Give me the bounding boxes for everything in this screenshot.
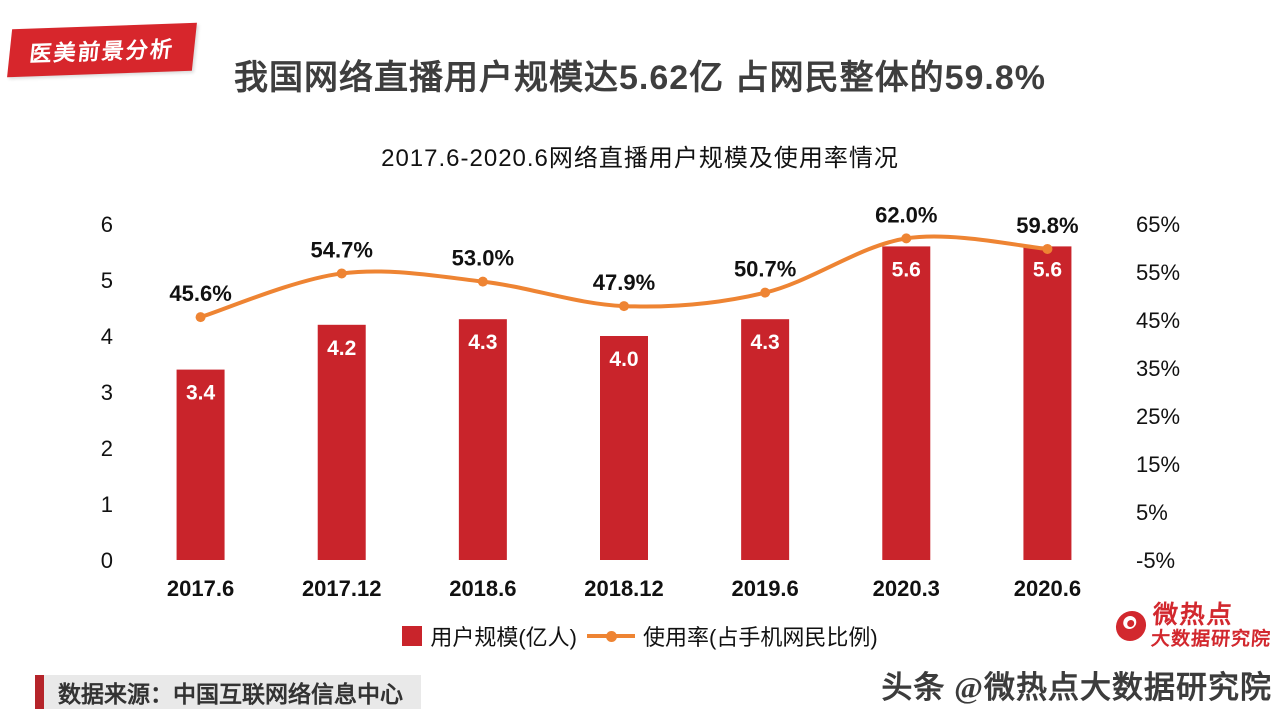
svg-text:5%: 5% bbox=[1136, 500, 1168, 525]
svg-text:-5%: -5% bbox=[1136, 548, 1175, 573]
svg-text:35%: 35% bbox=[1136, 356, 1180, 381]
chart-legend: 用户规模(亿人) 使用率(占手机网民比例) bbox=[0, 620, 1280, 652]
svg-text:55%: 55% bbox=[1136, 260, 1180, 285]
svg-text:5.6: 5.6 bbox=[892, 258, 921, 281]
data-source-strip: 数据来源：中国互联网络信息中心 bbox=[35, 675, 421, 709]
svg-text:65%: 65% bbox=[1136, 212, 1180, 237]
combo-chart: 0 1 2 3 4 5 6 -5% 5% 15% 25% 35% 45% 55% 65% 2017.6 2017… bbox=[101, 202, 1180, 601]
line-swatch-icon bbox=[587, 630, 635, 642]
watermark-logo-line2: 大数据研究院 bbox=[1150, 628, 1272, 650]
svg-text:5: 5 bbox=[101, 268, 113, 293]
page-title: 我国网络直播用户规模达5.62亿 占网民整体的59.8% bbox=[233, 59, 1047, 97]
svg-text:53.0%: 53.0% bbox=[452, 246, 514, 271]
svg-text:4.2: 4.2 bbox=[327, 337, 356, 360]
svg-text:62.0%: 62.0% bbox=[875, 202, 937, 227]
legend-bar-label: 用户规模(亿人) bbox=[430, 625, 577, 650]
svg-text:2018.6: 2018.6 bbox=[449, 576, 516, 601]
watermark-byline: 头条 @微热点大数据研究院 bbox=[881, 670, 1272, 705]
svg-text:2017.12: 2017.12 bbox=[302, 576, 382, 601]
legend-item-line: 使用率(占手机网民比例) bbox=[587, 620, 878, 652]
svg-text:4.3: 4.3 bbox=[751, 331, 780, 354]
svg-text:2: 2 bbox=[101, 436, 113, 461]
svg-text:45.6%: 45.6% bbox=[169, 281, 231, 306]
svg-text:59.8%: 59.8% bbox=[1016, 213, 1078, 238]
legend-line-label: 使用率(占手机网民比例) bbox=[643, 625, 878, 650]
svg-text:2020.3: 2020.3 bbox=[873, 576, 940, 601]
bar-swatch-icon bbox=[402, 626, 423, 646]
svg-text:4: 4 bbox=[101, 324, 113, 349]
svg-text:2019.6: 2019.6 bbox=[731, 576, 798, 601]
watermark-logo: 微热点 大数据研究院 bbox=[1114, 601, 1273, 650]
chart-title: 2017.6-2020.6网络直播用户规模及使用率情况 bbox=[381, 145, 899, 172]
svg-text:1: 1 bbox=[101, 492, 113, 517]
svg-text:45%: 45% bbox=[1136, 308, 1180, 333]
watermark-logo-line1: 微热点 bbox=[1151, 601, 1235, 629]
svg-text:3: 3 bbox=[101, 380, 113, 405]
weiredian-logo-icon bbox=[1114, 611, 1148, 642]
svg-text:4.0: 4.0 bbox=[609, 348, 638, 371]
svg-text:0: 0 bbox=[101, 548, 113, 573]
legend-item-bar: 用户规模(亿人) bbox=[402, 620, 577, 652]
svg-text:54.7%: 54.7% bbox=[311, 237, 373, 262]
data-source-text: 数据来源：中国互联网络信息中心 bbox=[58, 681, 403, 707]
svg-text:15%: 15% bbox=[1136, 452, 1180, 477]
svg-text:3.4: 3.4 bbox=[186, 382, 216, 405]
svg-text:50.7%: 50.7% bbox=[734, 257, 796, 282]
svg-text:2017.6: 2017.6 bbox=[167, 576, 234, 601]
line-dot-icon bbox=[605, 630, 617, 642]
svg-text:4.3: 4.3 bbox=[468, 331, 497, 354]
svg-text:5.6: 5.6 bbox=[1033, 258, 1062, 281]
svg-text:47.9%: 47.9% bbox=[593, 270, 655, 295]
svg-text:6: 6 bbox=[101, 212, 113, 237]
svg-text:25%: 25% bbox=[1136, 404, 1180, 429]
watermark-logo-text: 微热点 大数据研究院 bbox=[1150, 601, 1273, 650]
svg-text:2018.12: 2018.12 bbox=[584, 576, 664, 601]
svg-text:2020.6: 2020.6 bbox=[1014, 576, 1081, 601]
